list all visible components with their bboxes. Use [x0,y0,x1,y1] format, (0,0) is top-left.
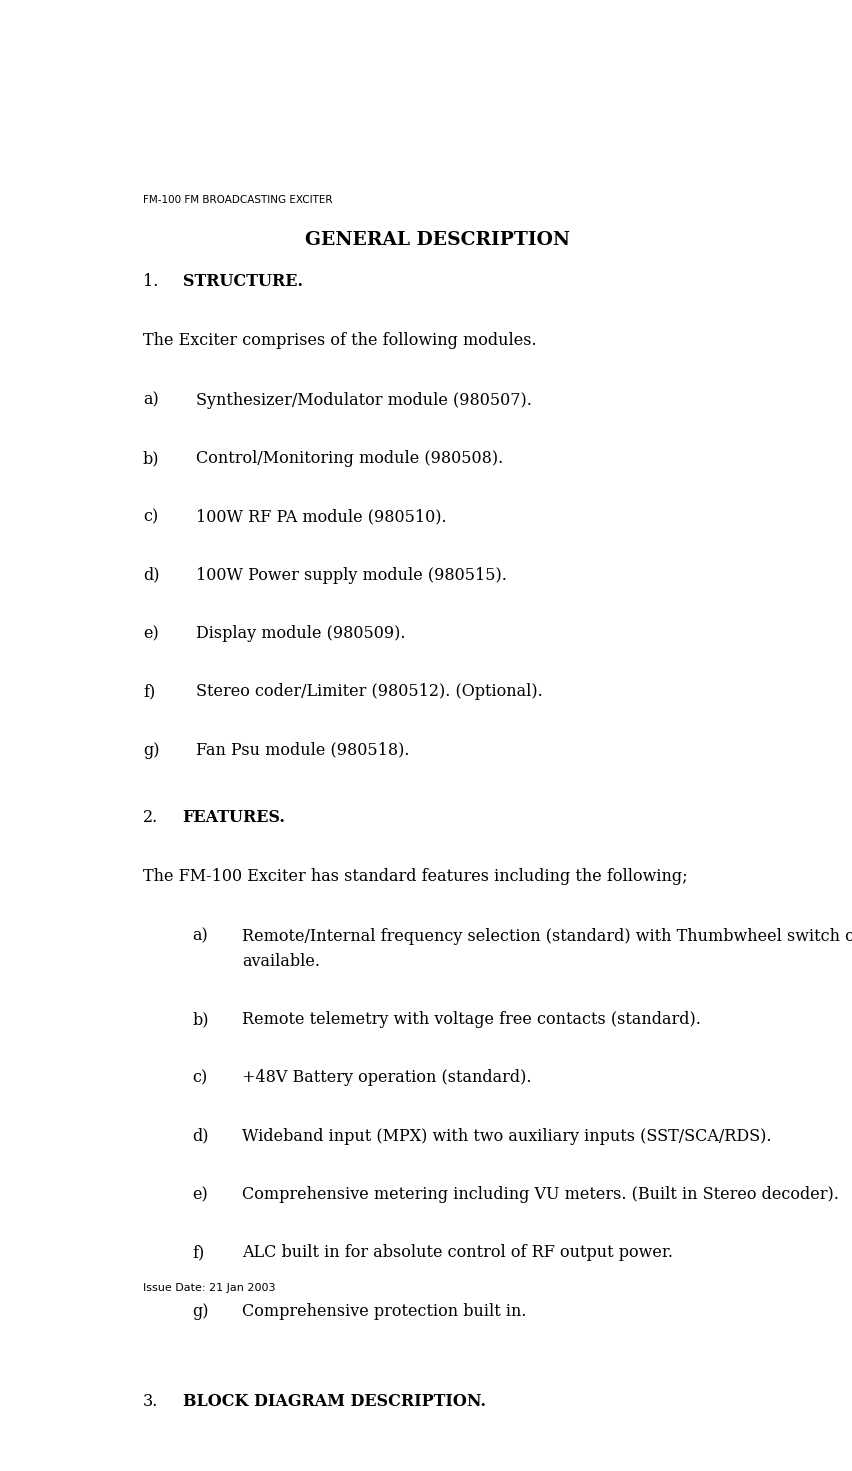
Text: FM-100 FM BROADCASTING EXCITER: FM-100 FM BROADCASTING EXCITER [143,194,332,204]
Text: 1.: 1. [143,272,158,290]
Text: e): e) [143,625,158,641]
Text: 100W Power supply module (980515).: 100W Power supply module (980515). [196,566,506,584]
Text: GENERAL DESCRIPTION: GENERAL DESCRIPTION [304,231,569,249]
Text: c): c) [193,1069,208,1087]
Text: Comprehensive metering including VU meters. (Built in Stereo decoder).: Comprehensive metering including VU mete… [242,1186,838,1203]
Text: STRUCTURE.: STRUCTURE. [182,272,302,290]
Text: FEATURES.: FEATURES. [182,809,285,825]
Text: g): g) [143,741,159,759]
Text: BLOCK DIAGRAM DESCRIPTION.: BLOCK DIAGRAM DESCRIPTION. [182,1393,485,1411]
Text: 100W RF PA module (980510).: 100W RF PA module (980510). [196,509,446,525]
Text: 2.: 2. [143,809,158,825]
Text: Synthesizer/Modulator module (980507).: Synthesizer/Modulator module (980507). [196,391,531,409]
Text: g): g) [193,1303,209,1319]
Text: Remote telemetry with voltage free contacts (standard).: Remote telemetry with voltage free conta… [242,1011,700,1028]
Text: Stereo coder/Limiter (980512). (Optional).: Stereo coder/Limiter (980512). (Optional… [196,684,542,700]
Text: The Exciter comprises of the following modules.: The Exciter comprises of the following m… [143,332,536,349]
Text: d): d) [193,1128,209,1144]
Text: Display module (980509).: Display module (980509). [196,625,405,641]
Text: +48V Battery operation (standard).: +48V Battery operation (standard). [242,1069,531,1087]
Text: a): a) [193,928,208,944]
Text: The FM-100 Exciter has standard features including the following;: The FM-100 Exciter has standard features… [143,868,687,886]
Text: Remote/Internal frequency selection (standard) with Thumbwheel switch option: Remote/Internal frequency selection (sta… [242,928,852,944]
Text: Fan Psu module (980518).: Fan Psu module (980518). [196,741,409,759]
Text: c): c) [143,509,158,525]
Text: f): f) [193,1244,204,1262]
Text: d): d) [143,566,159,584]
Text: e): e) [193,1186,208,1203]
Text: Control/Monitoring module (980508).: Control/Monitoring module (980508). [196,450,503,468]
Text: available.: available. [242,953,320,969]
Text: ALC built in for absolute control of RF output power.: ALC built in for absolute control of RF … [242,1244,672,1262]
Text: 3.: 3. [143,1393,158,1411]
Text: b): b) [143,450,159,468]
Text: a): a) [143,391,158,409]
Text: Comprehensive protection built in.: Comprehensive protection built in. [242,1303,526,1319]
Text: b): b) [193,1011,209,1028]
Text: f): f) [143,684,155,700]
Text: Wideband input (MPX) with two auxiliary inputs (SST/SCA/RDS).: Wideband input (MPX) with two auxiliary … [242,1128,771,1144]
Text: Issue Date: 21 Jan 2003: Issue Date: 21 Jan 2003 [143,1283,275,1293]
